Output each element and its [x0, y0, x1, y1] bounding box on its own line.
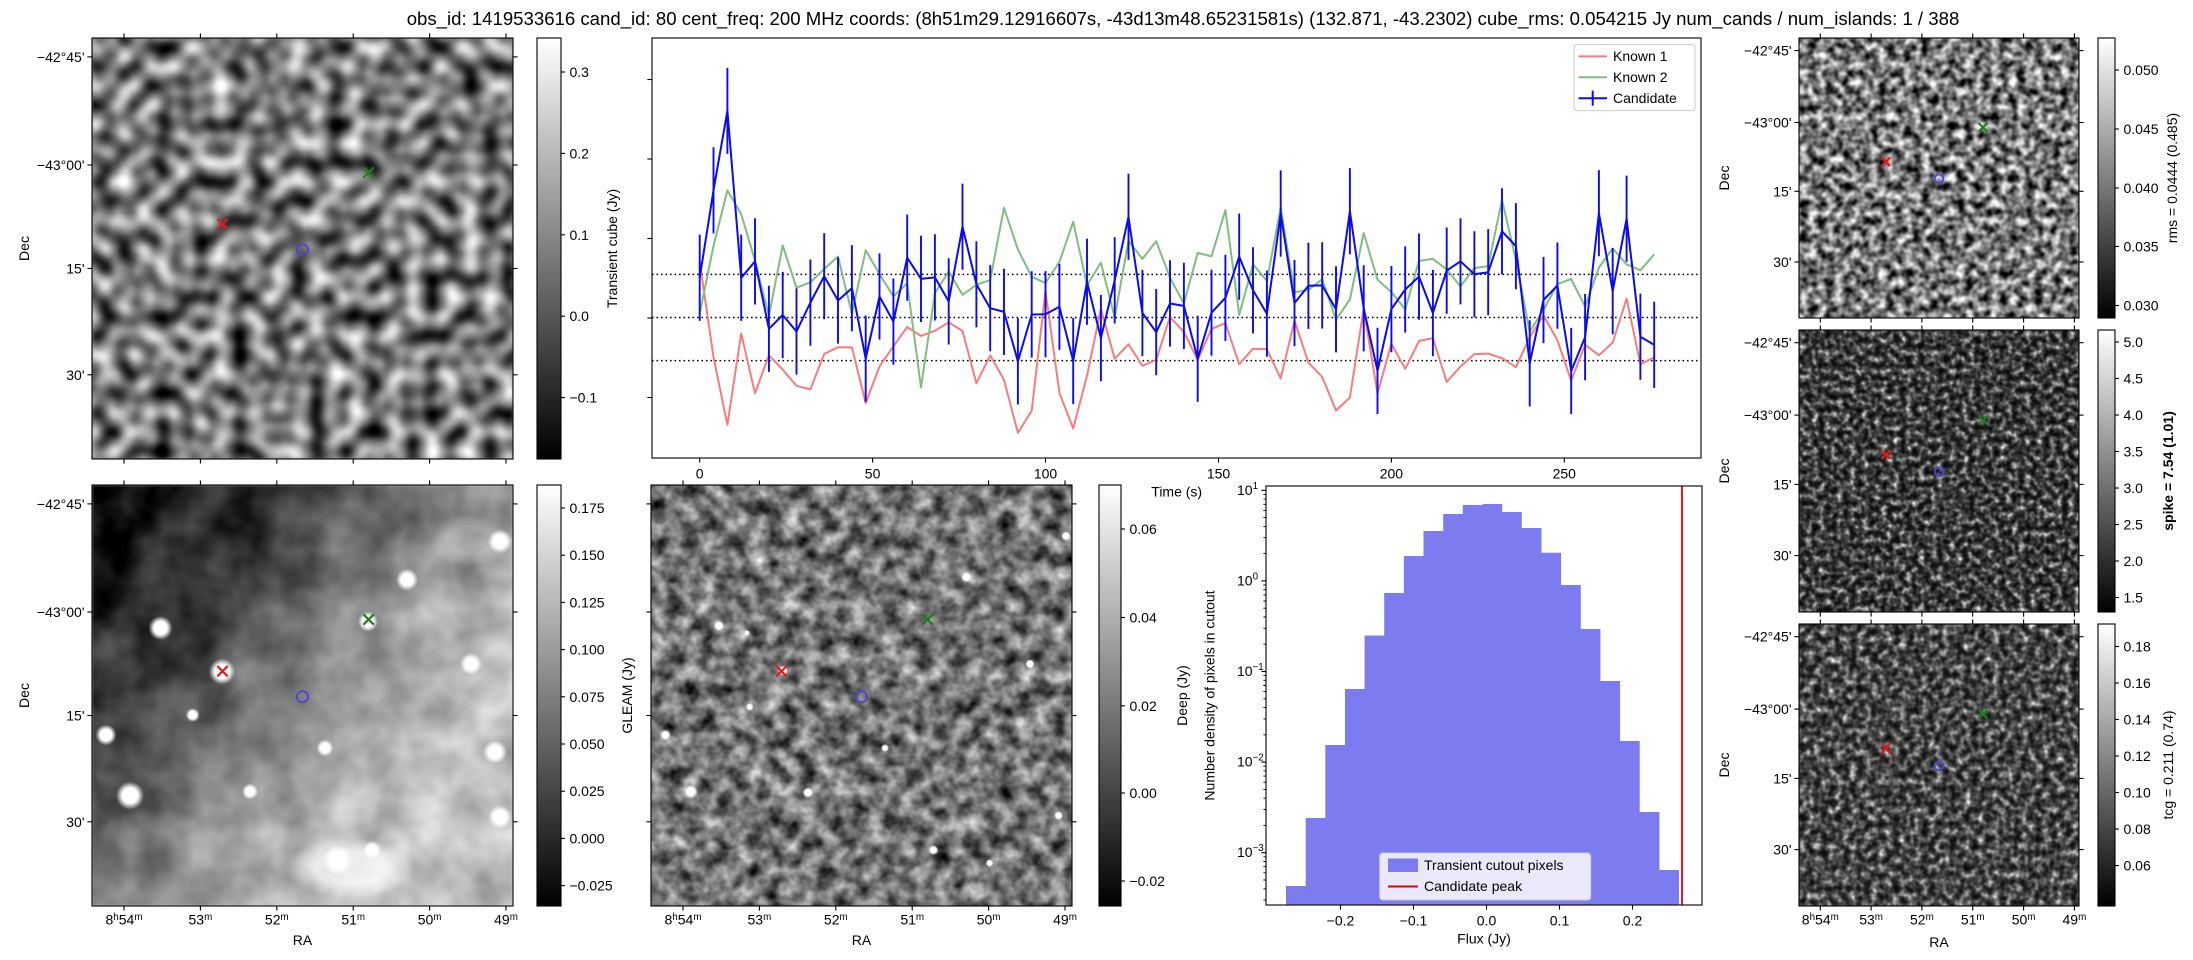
svg-text:Transient cube (Jy): Transient cube (Jy): [604, 189, 620, 308]
svg-text:0.06: 0.06: [2124, 858, 2151, 874]
svg-text:0.150: 0.150: [570, 547, 605, 563]
svg-text:Number density of pixels in cu: Number density of pixels in cutout: [1202, 590, 1218, 800]
svg-text:2.5: 2.5: [2124, 517, 2144, 533]
svg-text:0.12: 0.12: [2124, 748, 2151, 764]
svg-text:0.0: 0.0: [1477, 913, 1497, 929]
svg-text:Time (s): Time (s): [1151, 484, 1202, 500]
svg-text:30': 30': [66, 814, 84, 830]
svg-text:0.02: 0.02: [1130, 698, 1157, 714]
svg-text:RA: RA: [852, 932, 872, 948]
svg-text:0.000: 0.000: [570, 830, 605, 846]
svg-text:0.00: 0.00: [1130, 785, 1157, 801]
svg-text:Candidate peak: Candidate peak: [1424, 878, 1523, 894]
svg-text:0.3: 0.3: [570, 64, 590, 80]
svg-text:0.1: 0.1: [570, 227, 590, 243]
svg-text:0.08: 0.08: [2124, 821, 2151, 837]
svg-text:−43°00': −43°00': [1744, 115, 1792, 131]
svg-text:0.045: 0.045: [2124, 121, 2159, 137]
svg-text:50: 50: [865, 466, 881, 482]
svg-text:0.075: 0.075: [570, 689, 605, 705]
svg-text:0.125: 0.125: [570, 594, 605, 610]
svg-text:Dec: Dec: [1716, 753, 1732, 778]
svg-text:obs_id: 1419533616 cand_id: 80: obs_id: 1419533616 cand_id: 80 cent_freq…: [407, 8, 1960, 30]
svg-text:Known 1: Known 1: [1613, 48, 1668, 64]
svg-text:−43°00': −43°00': [37, 604, 85, 620]
svg-text:0.2: 0.2: [1623, 913, 1643, 929]
svg-text:150: 150: [1207, 466, 1231, 482]
svg-text:2.0: 2.0: [2124, 553, 2144, 569]
svg-text:30': 30': [1773, 842, 1791, 858]
svg-text:−43°00': −43°00': [1744, 407, 1792, 423]
svg-text:15': 15': [1773, 770, 1791, 786]
svg-text:30': 30': [66, 367, 84, 383]
svg-text:−42°45': −42°45': [37, 49, 85, 65]
svg-text:0.050: 0.050: [570, 736, 605, 752]
svg-text:Known 2: Known 2: [1613, 69, 1668, 85]
svg-text:Flux (Jy): Flux (Jy): [1457, 931, 1511, 947]
svg-text:4.0: 4.0: [2124, 407, 2144, 423]
svg-text:Candidate: Candidate: [1613, 90, 1677, 106]
svg-text:0.040: 0.040: [2124, 180, 2159, 196]
svg-text:15': 15': [1773, 183, 1791, 199]
svg-text:0.10: 0.10: [2124, 785, 2151, 801]
svg-text:Dec: Dec: [1716, 166, 1732, 191]
svg-text:−0.1: −0.1: [570, 390, 598, 406]
svg-text:15': 15': [1773, 476, 1791, 492]
svg-text:15': 15': [66, 261, 84, 277]
svg-text:0.030: 0.030: [2124, 298, 2159, 314]
svg-text:−42°45': −42°45': [1744, 335, 1792, 351]
svg-text:0.0: 0.0: [570, 308, 590, 324]
svg-text:0.2: 0.2: [570, 145, 590, 161]
svg-text:0.18: 0.18: [2124, 639, 2151, 655]
svg-text:200: 200: [1380, 466, 1404, 482]
svg-text:−43°00': −43°00': [37, 157, 85, 173]
svg-text:15': 15': [66, 708, 84, 724]
svg-text:100: 100: [1034, 466, 1058, 482]
svg-text:−0.025: −0.025: [570, 878, 613, 894]
svg-text:Dec: Dec: [1716, 459, 1732, 484]
svg-text:−0.1: −0.1: [1400, 913, 1428, 929]
svg-text:Dec: Dec: [16, 683, 32, 708]
svg-text:0.16: 0.16: [2124, 675, 2151, 691]
svg-text:tcg = 0.211 (0.74): tcg = 0.211 (0.74): [2160, 710, 2176, 819]
svg-text:rms = 0.0444 (0.485): rms = 0.0444 (0.485): [2164, 113, 2180, 243]
svg-text:30': 30': [1773, 548, 1791, 564]
svg-text:5.0: 5.0: [2124, 334, 2144, 350]
svg-text:Transient cutout pixels: Transient cutout pixels: [1424, 857, 1564, 873]
svg-text:1.5: 1.5: [2124, 590, 2144, 606]
svg-text:0.100: 0.100: [570, 642, 605, 658]
svg-text:0.025: 0.025: [570, 783, 605, 799]
svg-text:Dec: Dec: [16, 236, 32, 261]
svg-text:−0.2: −0.2: [1327, 913, 1355, 929]
svg-text:0.1: 0.1: [1550, 913, 1570, 929]
svg-text:−42°45': −42°45': [1744, 629, 1792, 645]
svg-text:0.04: 0.04: [1130, 610, 1157, 626]
svg-text:3.5: 3.5: [2124, 444, 2144, 460]
svg-text:−42°45': −42°45': [1744, 43, 1792, 59]
svg-text:RA: RA: [1929, 934, 1949, 950]
svg-text:RA: RA: [293, 932, 313, 948]
svg-text:3.0: 3.0: [2124, 480, 2144, 496]
svg-text:4.5: 4.5: [2124, 371, 2144, 387]
svg-text:Deep (Jy): Deep (Jy): [1174, 665, 1190, 726]
svg-text:GLEAM (Jy): GLEAM (Jy): [619, 657, 635, 733]
svg-text:30': 30': [1773, 254, 1791, 270]
svg-text:250: 250: [1553, 466, 1577, 482]
svg-text:−42°45': −42°45': [37, 496, 85, 512]
svg-text:0.06: 0.06: [1130, 521, 1157, 537]
svg-text:0.050: 0.050: [2124, 62, 2159, 78]
svg-text:spike = 7.54 (1.01): spike = 7.54 (1.01): [2160, 411, 2176, 530]
svg-text:0.175: 0.175: [570, 500, 605, 516]
svg-text:−0.02: −0.02: [1130, 873, 1166, 889]
svg-text:0: 0: [696, 466, 704, 482]
svg-text:0.035: 0.035: [2124, 239, 2159, 255]
svg-text:0.14: 0.14: [2124, 712, 2151, 728]
svg-text:−43°00': −43°00': [1744, 701, 1792, 717]
